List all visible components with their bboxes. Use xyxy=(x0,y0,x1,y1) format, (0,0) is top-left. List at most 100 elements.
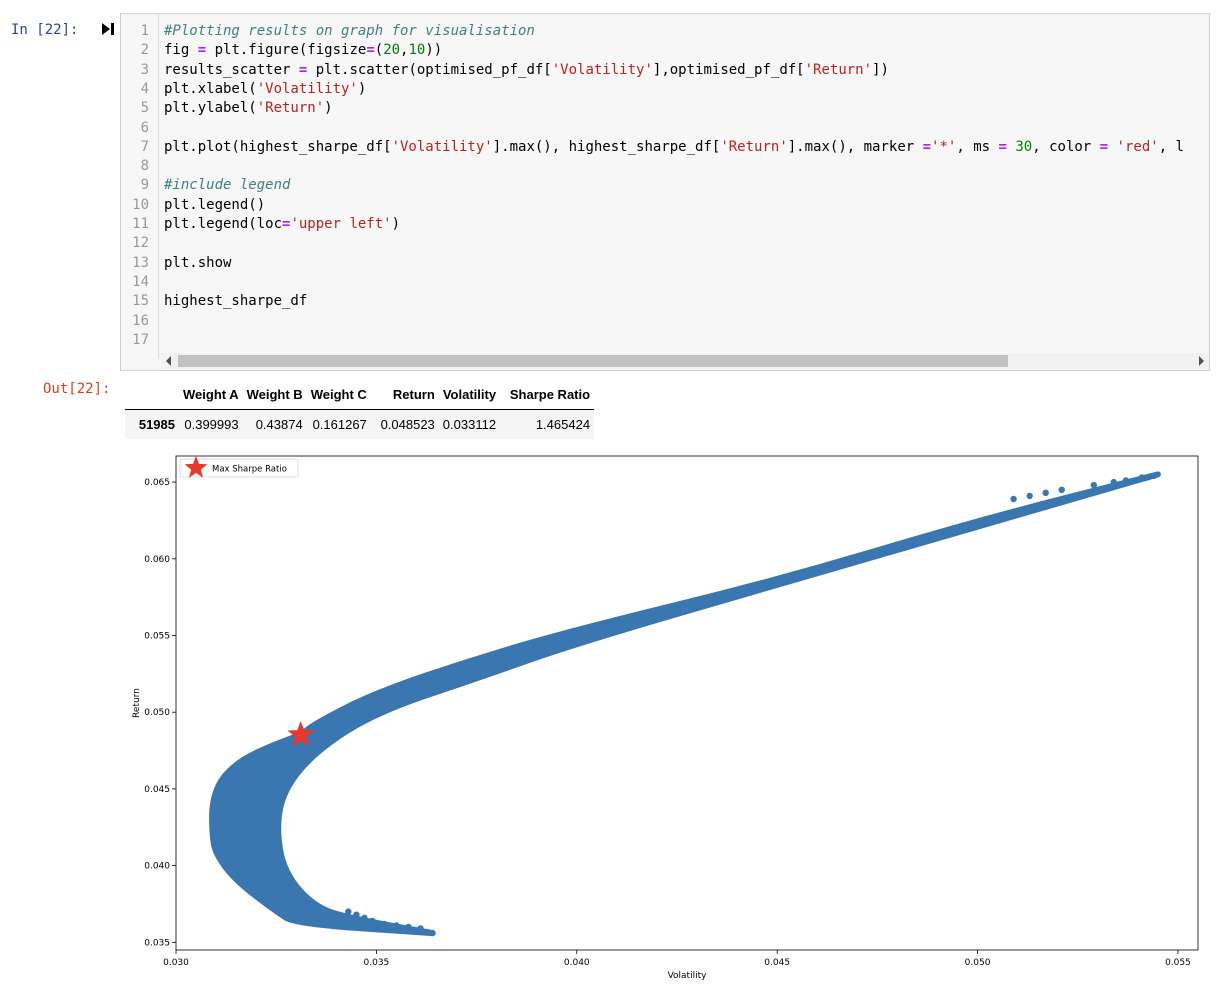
scatter-point xyxy=(405,923,412,931)
y-tick-label: 0.055 xyxy=(144,631,170,641)
code-token: 30 xyxy=(1015,138,1033,155)
line-number: 9 xyxy=(140,177,149,194)
scatter-point xyxy=(345,908,352,915)
line-number: 17 xyxy=(132,331,149,348)
code-token: = xyxy=(282,216,291,232)
table-cell: 0.161267 xyxy=(312,417,367,432)
y-tick-label: 0.035 xyxy=(144,938,170,948)
run-cell-icon[interactable] xyxy=(101,21,115,37)
line-number: 16 xyxy=(132,312,149,329)
code-token: results_scatter xyxy=(164,61,299,78)
code-line: 16 xyxy=(121,312,1209,331)
code-line: 12 xyxy=(121,234,1209,253)
scroll-right-arrow-icon[interactable] xyxy=(1199,356,1204,366)
code-token: 'Return' xyxy=(804,61,873,78)
table-cell: 0.048523 xyxy=(380,417,435,432)
code-token: , color xyxy=(1032,138,1100,155)
code-token: ) xyxy=(324,100,333,117)
code-token: plt.show xyxy=(164,254,232,271)
x-tick-label: 0.050 xyxy=(965,958,991,968)
scatter-point xyxy=(1026,492,1033,500)
scatter-cloud xyxy=(209,471,1161,937)
table-cell: 0.399993 xyxy=(184,417,239,432)
horizontal-scrollbar[interactable] xyxy=(161,353,1209,369)
code-token: '*' xyxy=(931,138,957,155)
scatter-point xyxy=(1122,477,1130,484)
code-token: ].max(), marker xyxy=(787,138,923,155)
x-axis-label: Volatility xyxy=(668,971,708,981)
code-text: plt.xlabel('Volatility') xyxy=(164,80,366,99)
scrollbar-thumb[interactable] xyxy=(178,355,1008,367)
code-text: fig = plt.figure(figsize=(20,10)) xyxy=(164,41,442,60)
code-text: plt.ylabel('Return') xyxy=(164,99,333,118)
scatter-point xyxy=(417,925,424,932)
code-line: 17 xyxy=(121,331,1209,350)
y-tick-label: 0.045 xyxy=(144,785,170,795)
line-number: 14 xyxy=(132,273,149,290)
code-token: , ms xyxy=(956,138,999,155)
max-sharpe-star-marker xyxy=(287,720,314,747)
code-token: #Plotting results on graph for visualisa… xyxy=(164,23,535,39)
code-token: highest_sharpe_df xyxy=(164,293,308,310)
line-number: 10 xyxy=(132,196,149,213)
table-cell: 0.43874 xyxy=(255,417,303,432)
line-number: 11 xyxy=(132,216,149,232)
scatter-point xyxy=(1042,489,1049,496)
code-token: = xyxy=(298,61,308,78)
column-header: Weight B xyxy=(242,380,307,410)
scroll-left-arrow-icon[interactable] xyxy=(166,356,171,366)
line-number: 6 xyxy=(140,119,149,136)
code-token: ].max(), highest_sharpe_df[ xyxy=(492,138,721,155)
code-line: 2 fig = plt.figure(figsize=(20,10)) xyxy=(121,41,1209,60)
code-token: fig xyxy=(164,42,198,59)
code-text: plt.show xyxy=(164,254,231,273)
code-token: ( xyxy=(374,42,384,59)
code-token: 'upper left' xyxy=(290,216,392,232)
scatter-point xyxy=(1110,478,1117,486)
code-token: #include legend xyxy=(164,177,291,194)
scatter-point xyxy=(381,920,388,928)
input-prompt: In [22]: xyxy=(11,22,79,38)
column-header: Sharpe Ratio xyxy=(500,380,595,410)
scatter-point xyxy=(1090,481,1097,489)
code-line: 9 #include legend xyxy=(121,176,1209,195)
code-text: highest_sharpe_df xyxy=(164,292,307,311)
code-token: plt.figure(figsize xyxy=(206,42,367,59)
legend-box xyxy=(179,458,299,478)
dataframe-row: 51985 0.399993 0.43874 0.161267 0.048523… xyxy=(125,409,595,439)
code-token: 10 xyxy=(408,42,426,59)
code-token: = xyxy=(922,138,932,155)
code-token: )) xyxy=(425,42,443,59)
code-token: 'Volatility' xyxy=(551,61,653,78)
code-text: #Plotting results on graph for visualisa… xyxy=(164,22,535,41)
code-token: plt.ylabel( xyxy=(164,100,257,117)
x-tick-label: 0.055 xyxy=(1165,958,1191,968)
code-token: plt.xlabel( xyxy=(164,80,257,97)
code-line: 13 plt.show xyxy=(121,254,1209,273)
table-cell: 0.033112 xyxy=(442,417,497,432)
code-text: plt.legend(loc='upper left') xyxy=(164,215,400,234)
y-axis-label: Return xyxy=(132,688,142,718)
x-tick-label: 0.040 xyxy=(564,958,590,968)
code-cell-input[interactable]: 1 #Plotting results on graph for visualis… xyxy=(120,13,1210,371)
code-token: ]) xyxy=(872,61,889,78)
code-token: plt.plot(highest_sharpe_df[ xyxy=(164,138,392,155)
legend-label: Max Sharpe Ratio xyxy=(212,465,287,475)
x-tick-label: 0.030 xyxy=(163,958,189,968)
output-prompt: Out[22]: xyxy=(43,381,111,397)
code-line: 10 plt.legend() xyxy=(121,196,1209,215)
code-text: plt.plot(highest_sharpe_df['Volatility']… xyxy=(164,138,1184,157)
scatter-plot: 0.030 0.035 0.040 0.045 0.050 0.055 0.035 0.040… xyxy=(132,455,1199,981)
line-number: 3 xyxy=(140,61,149,78)
column-header: Volatility xyxy=(438,380,501,410)
code-token: , xyxy=(400,42,409,59)
scatter-point xyxy=(429,929,436,937)
scatter-point xyxy=(393,922,400,929)
code-token: = xyxy=(1099,138,1109,155)
code-line: 6 xyxy=(121,119,1209,138)
code-token: 'Return' xyxy=(256,100,325,117)
line-number: 12 xyxy=(132,235,149,252)
code-line: 4 plt.xlabel('Volatility') xyxy=(121,80,1209,99)
line-number: 4 xyxy=(140,80,149,97)
y-tick-label: 0.050 xyxy=(144,708,170,718)
